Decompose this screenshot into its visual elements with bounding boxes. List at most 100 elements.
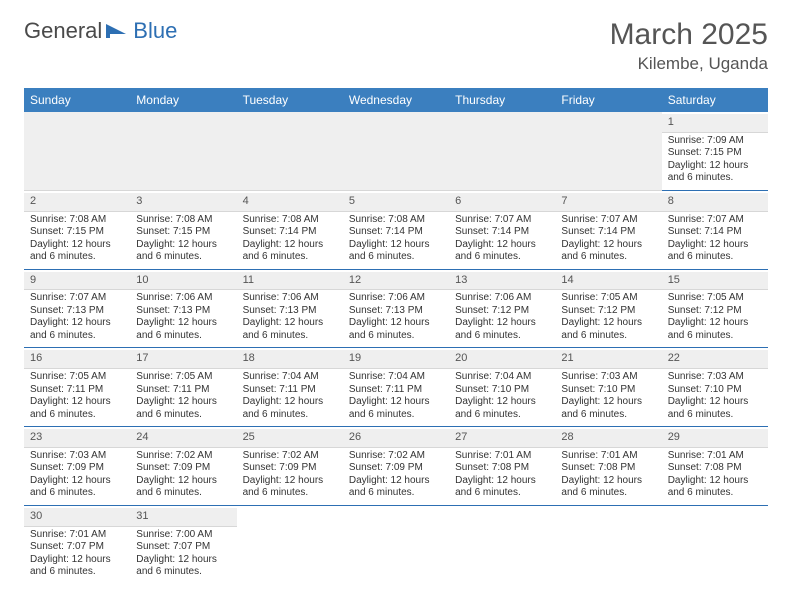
daylight-line: Daylight: 12 hours and 6 minutes. [668,396,762,421]
calendar-cell: 12Sunrise: 7:06 AMSunset: 7:13 PMDayligh… [343,269,449,348]
sunrise-line: Sunrise: 7:03 AM [30,450,124,463]
sunrise-line: Sunrise: 7:06 AM [243,292,337,305]
daylight-line: Daylight: 12 hours and 6 minutes. [455,475,549,500]
sunrise-line: Sunrise: 7:05 AM [136,371,230,384]
day-header-row: SundayMondayTuesdayWednesdayThursdayFrid… [24,88,768,112]
day-number: 18 [237,350,343,369]
calendar-cell: 23Sunrise: 7:03 AMSunset: 7:09 PMDayligh… [24,427,130,506]
calendar-cell: 25Sunrise: 7:02 AMSunset: 7:09 PMDayligh… [237,427,343,506]
calendar-cell: 9Sunrise: 7:07 AMSunset: 7:13 PMDaylight… [24,269,130,348]
sunset-line: Sunset: 7:14 PM [561,226,655,239]
day-header: Wednesday [343,88,449,112]
day-header: Friday [555,88,661,112]
calendar-row: 23Sunrise: 7:03 AMSunset: 7:09 PMDayligh… [24,427,768,506]
daylight-line: Daylight: 12 hours and 6 minutes. [243,396,337,421]
sunrise-line: Sunrise: 7:01 AM [561,450,655,463]
calendar-cell [237,112,343,190]
calendar-cell [343,505,449,583]
daylight-line: Daylight: 12 hours and 6 minutes. [455,396,549,421]
sunrise-line: Sunrise: 7:04 AM [243,371,337,384]
sunset-line: Sunset: 7:13 PM [136,305,230,318]
daylight-line: Daylight: 12 hours and 6 minutes. [455,239,549,264]
calendar-cell: 22Sunrise: 7:03 AMSunset: 7:10 PMDayligh… [662,348,768,427]
day-number: 11 [237,272,343,291]
calendar-cell [237,505,343,583]
sunset-line: Sunset: 7:13 PM [30,305,124,318]
calendar-cell [449,112,555,190]
sunrise-line: Sunrise: 7:05 AM [668,292,762,305]
location: Kilembe, Uganda [610,54,768,74]
calendar-cell [555,505,661,583]
calendar-cell: 27Sunrise: 7:01 AMSunset: 7:08 PMDayligh… [449,427,555,506]
calendar-cell: 3Sunrise: 7:08 AMSunset: 7:15 PMDaylight… [130,190,236,269]
daylight-line: Daylight: 12 hours and 6 minutes. [30,396,124,421]
daylight-line: Daylight: 12 hours and 6 minutes. [243,317,337,342]
calendar-cell: 17Sunrise: 7:05 AMSunset: 7:11 PMDayligh… [130,348,236,427]
calendar-cell: 29Sunrise: 7:01 AMSunset: 7:08 PMDayligh… [662,427,768,506]
month-title: March 2025 [610,18,768,52]
sunset-line: Sunset: 7:09 PM [30,462,124,475]
day-number: 8 [662,193,768,212]
calendar-cell: 13Sunrise: 7:06 AMSunset: 7:12 PMDayligh… [449,269,555,348]
calendar-cell: 28Sunrise: 7:01 AMSunset: 7:08 PMDayligh… [555,427,661,506]
sunset-line: Sunset: 7:12 PM [561,305,655,318]
sunrise-line: Sunrise: 7:01 AM [30,529,124,542]
sunset-line: Sunset: 7:10 PM [668,384,762,397]
calendar-row: 2Sunrise: 7:08 AMSunset: 7:15 PMDaylight… [24,190,768,269]
header: General Blue March 2025 Kilembe, Uganda [24,18,768,74]
sunrise-line: Sunrise: 7:04 AM [349,371,443,384]
calendar-cell [555,112,661,190]
sunrise-line: Sunrise: 7:02 AM [136,450,230,463]
sunrise-line: Sunrise: 7:01 AM [455,450,549,463]
logo-flag-icon [106,22,130,40]
sunset-line: Sunset: 7:11 PM [136,384,230,397]
daylight-line: Daylight: 12 hours and 6 minutes. [243,239,337,264]
calendar-cell: 7Sunrise: 7:07 AMSunset: 7:14 PMDaylight… [555,190,661,269]
daylight-line: Daylight: 12 hours and 6 minutes. [349,396,443,421]
day-number: 6 [449,193,555,212]
day-header: Thursday [449,88,555,112]
daylight-line: Daylight: 12 hours and 6 minutes. [668,239,762,264]
sunset-line: Sunset: 7:12 PM [455,305,549,318]
calendar-cell: 2Sunrise: 7:08 AMSunset: 7:15 PMDaylight… [24,190,130,269]
sunrise-line: Sunrise: 7:02 AM [349,450,443,463]
day-number: 3 [130,193,236,212]
day-header: Monday [130,88,236,112]
sunset-line: Sunset: 7:13 PM [349,305,443,318]
sunrise-line: Sunrise: 7:04 AM [455,371,549,384]
sunrise-line: Sunrise: 7:05 AM [30,371,124,384]
day-number: 14 [555,272,661,291]
logo-text-left: General [24,18,102,44]
sunset-line: Sunset: 7:09 PM [136,462,230,475]
daylight-line: Daylight: 12 hours and 6 minutes. [136,396,230,421]
sunrise-line: Sunrise: 7:09 AM [668,135,762,148]
sunrise-line: Sunrise: 7:07 AM [668,214,762,227]
sunset-line: Sunset: 7:15 PM [30,226,124,239]
sunrise-line: Sunrise: 7:03 AM [561,371,655,384]
day-number: 27 [449,429,555,448]
sunset-line: Sunset: 7:07 PM [136,541,230,554]
sunrise-line: Sunrise: 7:06 AM [136,292,230,305]
daylight-line: Daylight: 12 hours and 6 minutes. [561,396,655,421]
sunrise-line: Sunrise: 7:08 AM [30,214,124,227]
sunset-line: Sunset: 7:11 PM [349,384,443,397]
calendar-cell: 26Sunrise: 7:02 AMSunset: 7:09 PMDayligh… [343,427,449,506]
day-number: 23 [24,429,130,448]
calendar-cell: 6Sunrise: 7:07 AMSunset: 7:14 PMDaylight… [449,190,555,269]
calendar-cell: 24Sunrise: 7:02 AMSunset: 7:09 PMDayligh… [130,427,236,506]
daylight-line: Daylight: 12 hours and 6 minutes. [243,475,337,500]
daylight-line: Daylight: 12 hours and 6 minutes. [30,239,124,264]
sunset-line: Sunset: 7:14 PM [455,226,549,239]
calendar-cell [343,112,449,190]
daylight-line: Daylight: 12 hours and 6 minutes. [136,475,230,500]
sunrise-line: Sunrise: 7:02 AM [243,450,337,463]
logo: General Blue [24,18,177,44]
calendar-cell [662,505,768,583]
day-number: 15 [662,272,768,291]
title-block: March 2025 Kilembe, Uganda [610,18,768,74]
sunset-line: Sunset: 7:08 PM [561,462,655,475]
daylight-line: Daylight: 12 hours and 6 minutes. [668,160,762,185]
daylight-line: Daylight: 12 hours and 6 minutes. [136,554,230,579]
calendar-row: 9Sunrise: 7:07 AMSunset: 7:13 PMDaylight… [24,269,768,348]
sunset-line: Sunset: 7:09 PM [349,462,443,475]
